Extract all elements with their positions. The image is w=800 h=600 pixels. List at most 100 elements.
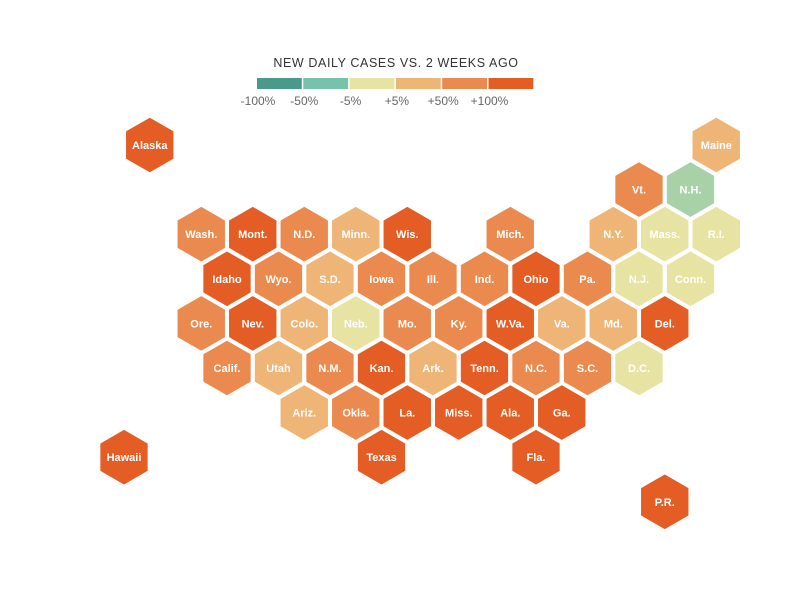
state-label: Alaska [132, 140, 168, 152]
state-label: N.D. [293, 229, 315, 241]
state-tile-s-c: S.C. [562, 338, 613, 398]
state-label: Ariz. [292, 408, 316, 420]
state-hex [562, 338, 613, 398]
state-label: Utah [266, 363, 291, 375]
state-label: Wash. [185, 229, 217, 241]
state-hex [279, 294, 330, 353]
state-tile-del: Del. [639, 294, 690, 353]
state-hex [407, 249, 459, 308]
state-hex [485, 294, 536, 353]
state-label: Kan. [370, 363, 394, 375]
state-label: Okla. [342, 408, 369, 420]
state-label: Ala. [500, 408, 520, 420]
state-hexes: Alaska Maine Vt. N.H. Wash. Mont. N.D. Minn. Wis… [98, 115, 742, 531]
state-hex [176, 205, 227, 264]
state-label: Hawaii [107, 452, 142, 464]
state-tile-okla: Okla. [330, 383, 381, 442]
state-tile-wyo: Wyo. [253, 249, 304, 308]
state-label: Iowa [369, 274, 394, 286]
state-tile-s-d: S.D. [304, 249, 356, 308]
state-tile-mass: Mass. [639, 205, 690, 264]
state-hex [665, 160, 716, 219]
state-hex [253, 249, 304, 308]
state-hex [536, 294, 587, 353]
legend-tick-label: +100% [471, 94, 509, 108]
state-hex [304, 338, 356, 398]
state-tile-calif: Calif. [201, 338, 253, 398]
state-tile-texas: Texas [356, 428, 407, 487]
state-hex [665, 249, 716, 308]
state-label: S.D. [319, 274, 340, 286]
state-tile-minn: Minn. [330, 205, 381, 264]
state-tile-p-r: P.R. [639, 472, 690, 531]
legend-swatches [257, 78, 534, 89]
state-tile-ga: Ga. [536, 383, 587, 442]
state-label: Miss. [445, 408, 473, 420]
state-hex [433, 383, 484, 442]
state-label: Md. [604, 318, 623, 330]
state-tile-kan: Kan. [356, 338, 407, 398]
state-label: N.M. [318, 363, 341, 375]
state-label: D.C. [628, 363, 650, 375]
state-tile-hawaii: Hawaii [98, 428, 150, 487]
state-hex [510, 428, 562, 487]
state-tile-mo: Mo. [382, 294, 433, 353]
state-label: R.I. [708, 229, 725, 241]
state-tile-ariz: Ariz. [279, 383, 330, 442]
state-tile-ohio: Ohio [510, 249, 562, 308]
state-label: Conn. [675, 274, 706, 286]
state-hex [382, 205, 433, 264]
state-label: Pa. [579, 274, 596, 286]
state-tile-vt: Vt. [613, 160, 665, 219]
state-hex [382, 294, 433, 353]
state-hex [536, 383, 587, 442]
legend-swatch [395, 78, 441, 89]
state-label: Vt. [632, 185, 646, 197]
state-label: Del. [655, 318, 675, 330]
state-label: N.C. [525, 363, 547, 375]
state-tile-va: Va. [536, 294, 587, 353]
state-hex [330, 205, 381, 264]
state-label: Va. [554, 318, 570, 330]
state-label: W.Va. [496, 318, 525, 330]
state-label: Ind. [475, 274, 495, 286]
state-label: Mont. [238, 229, 267, 241]
state-label: Maine [701, 140, 732, 152]
state-label: Ky. [451, 318, 467, 330]
state-hex [253, 338, 304, 398]
state-tile-idaho: Idaho [201, 249, 253, 308]
state-hex [485, 205, 536, 264]
state-label: N.Y. [603, 229, 623, 241]
state-label: Idaho [212, 274, 242, 286]
state-label: Ark. [422, 363, 443, 375]
state-hex [356, 338, 407, 398]
state-tile-colo: Colo. [279, 294, 330, 353]
state-label: Wis. [396, 229, 419, 241]
state-tile-n-c: N.C. [510, 338, 562, 398]
state-hex [227, 205, 278, 264]
state-label: Ohio [523, 274, 548, 286]
state-tile-pa: Pa. [562, 249, 613, 308]
state-hex [330, 383, 381, 442]
legend-tick-label: +50% [428, 94, 459, 108]
state-hex [330, 294, 381, 353]
state-label: Tenn. [470, 363, 499, 375]
legend-tick-label: -5% [340, 94, 362, 108]
legend-ticks: -100% -50% -5% +5% +50% +100% [241, 94, 509, 108]
state-hex [613, 160, 665, 219]
state-hex [279, 383, 330, 442]
legend-title: NEW DAILY CASES VS. 2 WEEKS AGO [273, 56, 518, 70]
state-hex [485, 383, 536, 442]
state-label: Mich. [496, 229, 524, 241]
state-tile-ky: Ky. [433, 294, 484, 353]
state-tile-la: La. [382, 383, 433, 442]
state-hex [279, 205, 330, 264]
state-tile-n-j: N.J. [613, 249, 665, 308]
state-label: Neb. [344, 318, 368, 330]
state-tile-ill: Ill. [407, 249, 459, 308]
legend-tick-label: -100% [241, 94, 276, 108]
state-hex [459, 338, 510, 398]
state-tile-w-va: W.Va. [485, 294, 536, 353]
state-hex [613, 249, 665, 308]
